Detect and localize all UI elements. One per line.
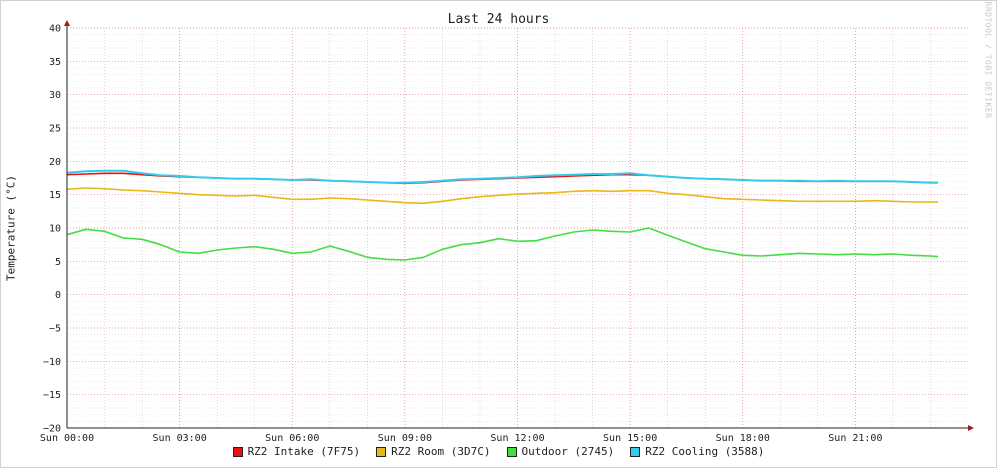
- y-tick-label: 10: [49, 224, 61, 235]
- x-tick-label: Sun 06:00: [265, 433, 319, 444]
- x-tick-label: Sun 09:00: [378, 433, 432, 444]
- chart-title: Last 24 hours: [447, 12, 550, 27]
- y-tick-label: 25: [49, 124, 61, 135]
- x-tick-label: Sun 12:00: [490, 433, 544, 444]
- x-tick-label: Sun 00:00: [40, 433, 94, 444]
- y-tick-label: 0: [55, 290, 61, 301]
- x-tick-label: Sun 18:00: [716, 433, 770, 444]
- legend-item-cooling: RZ2 Cooling (3588): [630, 445, 764, 458]
- legend-label-outdoor: Outdoor (2745): [521, 445, 615, 458]
- x-tick-label: Sun 21:00: [828, 433, 882, 444]
- legend-item-intake: RZ2 Intake (7F75): [232, 445, 361, 458]
- x-tick-label: Sun 15:00: [603, 433, 657, 444]
- legend-label-cooling: RZ2 Cooling (3588): [645, 445, 765, 458]
- y-tick-label: 40: [49, 24, 61, 35]
- legend-swatch-outdoor: [506, 446, 517, 457]
- y-tick-label: 5: [55, 257, 61, 268]
- series-line-2: [66, 227, 939, 261]
- y-tick-label: −10: [43, 357, 61, 368]
- legend-swatch-room: [376, 446, 387, 457]
- series-line-3: [66, 169, 938, 184]
- legend-label-room: RZ2 Room (3D7C): [391, 445, 491, 458]
- legend-swatch-intake: [232, 446, 243, 457]
- y-tick-label: 20: [49, 157, 61, 168]
- legend: RZ2 Intake (7F75) RZ2 Room (3D7C) Outdoo…: [0, 445, 997, 458]
- legend-label-intake: RZ2 Intake (7F75): [247, 445, 361, 458]
- y-tick-label: −15: [43, 390, 61, 401]
- x-axis-arrow: [968, 425, 974, 431]
- series-line-1: [66, 187, 938, 205]
- y-tick-label: 15: [49, 190, 61, 201]
- y-axis-arrow: [64, 20, 70, 26]
- legend-item-room: RZ2 Room (3D7C): [376, 445, 491, 458]
- y-tick-label: 30: [49, 90, 61, 101]
- legend-item-outdoor: Outdoor (2745): [506, 445, 615, 458]
- x-tick-label: Sun 03:00: [153, 433, 207, 444]
- y-tick-label: 35: [49, 57, 61, 68]
- y-tick-label: −5: [49, 324, 61, 335]
- legend-swatch-cooling: [630, 446, 641, 457]
- y-tick-label: −20: [43, 424, 61, 435]
